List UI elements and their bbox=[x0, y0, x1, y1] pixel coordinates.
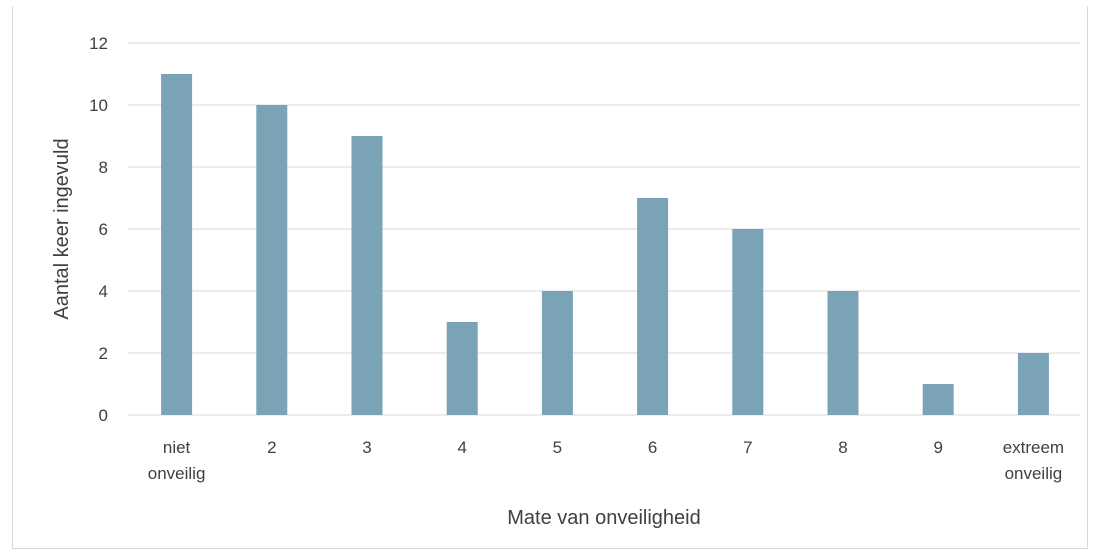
bar bbox=[541, 291, 573, 415]
x-tick-label: 2 bbox=[267, 438, 276, 457]
x-tick-label: 9 bbox=[933, 438, 942, 457]
x-tick-label-line: extreem bbox=[1003, 438, 1064, 457]
x-tick-label-line: onveilig bbox=[148, 464, 206, 483]
x-axis-ticks: niet onveilig 2 3 4 5 6 7 8 9 extreem onveilig bbox=[148, 438, 1064, 483]
y-tick-label: 10 bbox=[89, 96, 108, 115]
x-tick-label: 5 bbox=[553, 438, 562, 457]
bar bbox=[827, 291, 859, 415]
x-tick-label-line: 4 bbox=[457, 438, 466, 457]
x-tick-label-line: 9 bbox=[933, 438, 942, 457]
x-tick-label-line: 6 bbox=[648, 438, 657, 457]
y-tick-label: 8 bbox=[99, 158, 108, 177]
bars bbox=[161, 74, 1049, 415]
y-axis-ticks: 0 2 4 6 8 10 12 bbox=[89, 34, 108, 425]
x-tick-label: extreem onveilig bbox=[1003, 438, 1064, 483]
y-tick-label: 0 bbox=[99, 406, 108, 425]
bar bbox=[351, 136, 383, 415]
x-tick-label-line: 2 bbox=[267, 438, 276, 457]
x-tick-label-line: 8 bbox=[838, 438, 847, 457]
x-tick-label: 8 bbox=[838, 438, 847, 457]
x-axis-title: Mate van onveiligheid bbox=[507, 507, 700, 529]
x-tick-label: 3 bbox=[362, 438, 371, 457]
bar bbox=[1017, 353, 1049, 415]
bar bbox=[256, 105, 288, 415]
bar bbox=[446, 322, 478, 415]
bar bbox=[922, 384, 954, 415]
x-tick-label: niet onveilig bbox=[148, 438, 206, 483]
x-tick-label-line: 7 bbox=[743, 438, 752, 457]
y-tick-label: 6 bbox=[99, 220, 108, 239]
x-tick-label: 7 bbox=[743, 438, 752, 457]
bar bbox=[161, 74, 193, 415]
x-tick-label-line: onveilig bbox=[1005, 464, 1063, 483]
y-tick-label: 4 bbox=[99, 282, 108, 301]
y-tick-label: 12 bbox=[89, 34, 108, 53]
bar bbox=[732, 229, 764, 415]
x-tick-label: 4 bbox=[457, 438, 466, 457]
x-tick-label: 6 bbox=[648, 438, 657, 457]
x-tick-label-line: 5 bbox=[553, 438, 562, 457]
y-tick-label: 2 bbox=[99, 344, 108, 363]
y-axis-title: Aantal keer ingevuld bbox=[51, 138, 73, 319]
bar bbox=[637, 198, 669, 415]
x-tick-label-line: 3 bbox=[362, 438, 371, 457]
x-tick-label-line: niet bbox=[163, 438, 191, 457]
